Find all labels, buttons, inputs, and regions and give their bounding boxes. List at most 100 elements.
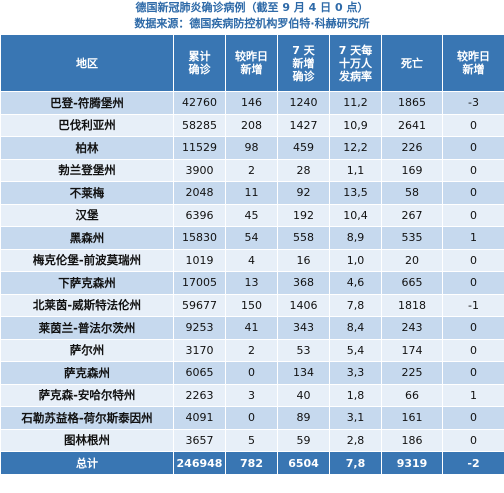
cell-7day-new: 40 [277, 383, 330, 407]
cell-deaths: 665 [381, 271, 443, 295]
table-row: 巴登-符腾堡州 42760 146 1240 11,2 1865 -3 [0, 91, 504, 115]
cell-deaths: 161 [381, 406, 443, 430]
cell-deaths: 243 [381, 316, 443, 340]
total-incidence: 7,8 [329, 451, 382, 475]
cases-table: 地区 累计 确诊 较昨日 新增 7 天新增 确诊 7 天每 十万人 发病率 死亡 较昨日新… [0, 34, 504, 475]
cell-region: 北莱茵-威斯特法伦州 [0, 293, 174, 317]
cell-total-cases: 59677 [173, 293, 226, 317]
cell-deaths: 1865 [381, 91, 443, 115]
cell-total-cases: 2263 [173, 383, 226, 407]
cell-incidence: 7,8 [329, 293, 382, 317]
cell-deaths: 58 [381, 181, 443, 205]
table-row: 莱茵兰-普法尔茨州 9253 41 343 8,4 243 0 [0, 316, 504, 340]
cell-region: 黑森州 [0, 226, 174, 250]
cell-7day-new: 92 [277, 181, 330, 205]
total-deaths: 9319 [381, 451, 443, 475]
cell-7day-new: 1240 [277, 91, 330, 115]
cell-7day-new: 16 [277, 248, 330, 272]
header-new-cases: 较昨日 新增 [225, 34, 278, 92]
cell-new-cases: 3 [225, 383, 278, 407]
cell-new-cases: 150 [225, 293, 278, 317]
cell-total-cases: 1019 [173, 248, 226, 272]
cell-new-deaths: 0 [442, 136, 504, 160]
cell-total-cases: 3900 [173, 158, 226, 182]
cell-deaths: 66 [381, 383, 443, 407]
cell-7day-new: 1427 [277, 113, 330, 137]
cell-total-cases: 6396 [173, 203, 226, 227]
cell-7day-new: 28 [277, 158, 330, 182]
table-body: 巴登-符腾堡州 42760 146 1240 11,2 1865 -3 巴伐利亚州 58285 2… [0, 91, 504, 452]
cell-new-deaths: 0 [442, 361, 504, 385]
cell-new-cases: 98 [225, 136, 278, 160]
cell-new-deaths: -3 [442, 91, 504, 115]
cell-total-cases: 58285 [173, 113, 226, 137]
cell-7day-new: 343 [277, 316, 330, 340]
cell-deaths: 174 [381, 338, 443, 362]
table-header-row: 地区 累计 确诊 较昨日 新增 7 天新增 确诊 7 天每 十万人 发病率 死亡 较昨日新… [0, 34, 504, 92]
cell-7day-new: 53 [277, 338, 330, 362]
cell-region: 不莱梅 [0, 181, 174, 205]
cell-region: 萨尔州 [0, 338, 174, 362]
cell-7day-new: 1406 [277, 293, 330, 317]
table-row: 萨尔州 3170 2 53 5,4 174 0 [0, 338, 504, 362]
cell-7day-new: 459 [277, 136, 330, 160]
cell-new-deaths: 0 [442, 316, 504, 340]
cell-new-deaths: 0 [442, 338, 504, 362]
cell-new-cases: 4 [225, 248, 278, 272]
cell-7day-new: 558 [277, 226, 330, 250]
cell-new-deaths: 0 [442, 406, 504, 430]
table-row: 北莱茵-威斯特法伦州 59677 150 1406 7,8 1818 -1 [0, 293, 504, 317]
table-row: 勃兰登堡州 3900 2 28 1,1 169 0 [0, 158, 504, 182]
cell-incidence: 10,9 [329, 113, 382, 137]
table-row: 柏林 11529 98 459 12,2 226 0 [0, 136, 504, 160]
cell-incidence: 8,9 [329, 226, 382, 250]
table-row: 石勒苏益格-荷尔斯泰因州 4091 0 89 3,1 161 0 [0, 406, 504, 430]
cell-total-cases: 9253 [173, 316, 226, 340]
cell-7day-new: 89 [277, 406, 330, 430]
table-row: 梅克伦堡-前波莫瑞州 1019 4 16 1,0 20 0 [0, 248, 504, 272]
cell-region: 巴伐利亚州 [0, 113, 174, 137]
cell-new-deaths: -1 [442, 293, 504, 317]
table-row: 不莱梅 2048 11 92 13,5 58 0 [0, 181, 504, 205]
header-7day-new-cases: 7 天新增 确诊 [277, 34, 330, 92]
total-new-deaths: -2 [442, 451, 504, 475]
cell-incidence: 8,4 [329, 316, 382, 340]
cell-new-cases: 13 [225, 271, 278, 295]
cell-new-deaths: 1 [442, 226, 504, 250]
cell-7day-new: 59 [277, 428, 330, 452]
cell-region: 萨克森州 [0, 361, 174, 385]
table-row: 黑森州 15830 54 558 8,9 535 1 [0, 226, 504, 250]
table-row: 下萨克森州 17005 13 368 4,6 665 0 [0, 271, 504, 295]
cell-incidence: 1,1 [329, 158, 382, 182]
cell-deaths: 535 [381, 226, 443, 250]
cell-deaths: 226 [381, 136, 443, 160]
cell-total-cases: 3657 [173, 428, 226, 452]
cell-new-deaths: 0 [442, 181, 504, 205]
cell-new-cases: 54 [225, 226, 278, 250]
cell-incidence: 1,0 [329, 248, 382, 272]
total-cases: 246948 [173, 451, 226, 475]
header-deaths: 死亡 [381, 34, 443, 92]
page-title: 德国新冠肺炎确诊病例（截至 9 月 4 日 0 点） [135, 1, 369, 14]
header-new-deaths: 较昨日 新增 [442, 34, 504, 92]
cell-new-cases: 11 [225, 181, 278, 205]
cell-deaths: 20 [381, 248, 443, 272]
cell-7day-new: 134 [277, 361, 330, 385]
table-row: 萨克森州 6065 0 134 3,3 225 0 [0, 361, 504, 385]
cell-region: 梅克伦堡-前波莫瑞州 [0, 248, 174, 272]
cell-region: 下萨克森州 [0, 271, 174, 295]
cell-new-deaths: 0 [442, 113, 504, 137]
total-7day-new: 6504 [277, 451, 330, 475]
cell-new-deaths: 0 [442, 428, 504, 452]
cell-new-deaths: 0 [442, 203, 504, 227]
cell-deaths: 225 [381, 361, 443, 385]
cell-incidence: 10,4 [329, 203, 382, 227]
cell-region: 汉堡 [0, 203, 174, 227]
cell-incidence: 13,5 [329, 181, 382, 205]
cell-region: 柏林 [0, 136, 174, 160]
table-row: 图林根州 3657 5 59 2,8 186 0 [0, 428, 504, 452]
cell-new-cases: 41 [225, 316, 278, 340]
cell-deaths: 2641 [381, 113, 443, 137]
table-row: 巴伐利亚州 58285 208 1427 10,9 2641 0 [0, 113, 504, 137]
